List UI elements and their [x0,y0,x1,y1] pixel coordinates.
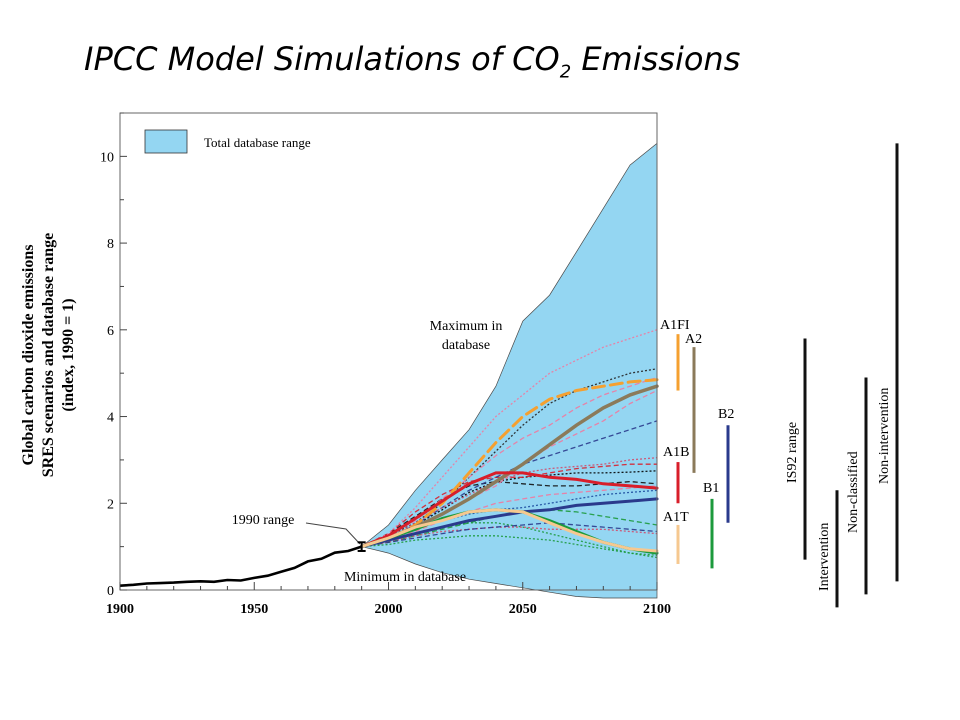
scenario-range-label: A1T [663,510,689,525]
range-bar-label: Non-intervention [877,388,892,484]
x-tick-label: 2000 [375,602,403,617]
scenario-range-label: A2 [685,332,702,347]
scenario-range-label: A1FI [660,318,690,333]
emissions-chart: Total database range 0 2 4 6 8 10 1900 1950 2000… [0,0,960,720]
scenario-range-label: A1B [663,445,689,460]
y-axis-label-line: (index, 1990 = 1) [60,298,77,411]
y-tick-label: 8 [107,237,114,252]
annotation-1990-range: 1990 range [232,513,295,528]
scenario-range-label: B1 [703,481,719,496]
range-bar-label: IS92 range [785,422,800,483]
x-tick-label: 2050 [509,602,537,617]
annotation-maximum-line2: database [442,338,490,353]
annotation-maximum-line1: Maximum in [430,319,503,334]
legend-label: Total database range [204,135,311,150]
y-tick-label: 10 [100,150,114,165]
y-axis-label: Global carbon dioxide emissions SRES scen… [20,233,77,477]
y-tick-label: 6 [107,324,114,339]
x-tick-label: 1950 [240,602,268,617]
x-tick-label: 1900 [106,602,134,617]
y-tick-label: 0 [107,584,114,599]
y-tick-label: 4 [107,411,114,426]
range-bar-label: Intervention [817,523,832,591]
y-axis-label-line: SRES scenarios and database range [40,233,57,477]
annotation-minimum: Minimum in database [344,570,466,585]
y-axis-label-line: Global carbon dioxide emissions [20,245,37,466]
range-bar-label: Non-classified [846,451,861,533]
y-tick-label: 2 [107,497,114,512]
historical-line [120,547,362,586]
legend-swatch [145,130,187,153]
historical-layer [120,547,362,586]
legend: Total database range [145,130,311,153]
scenario-range-label: B2 [718,407,734,422]
annotation-1990-leader [306,523,360,544]
x-tick-label: 2100 [643,602,671,617]
